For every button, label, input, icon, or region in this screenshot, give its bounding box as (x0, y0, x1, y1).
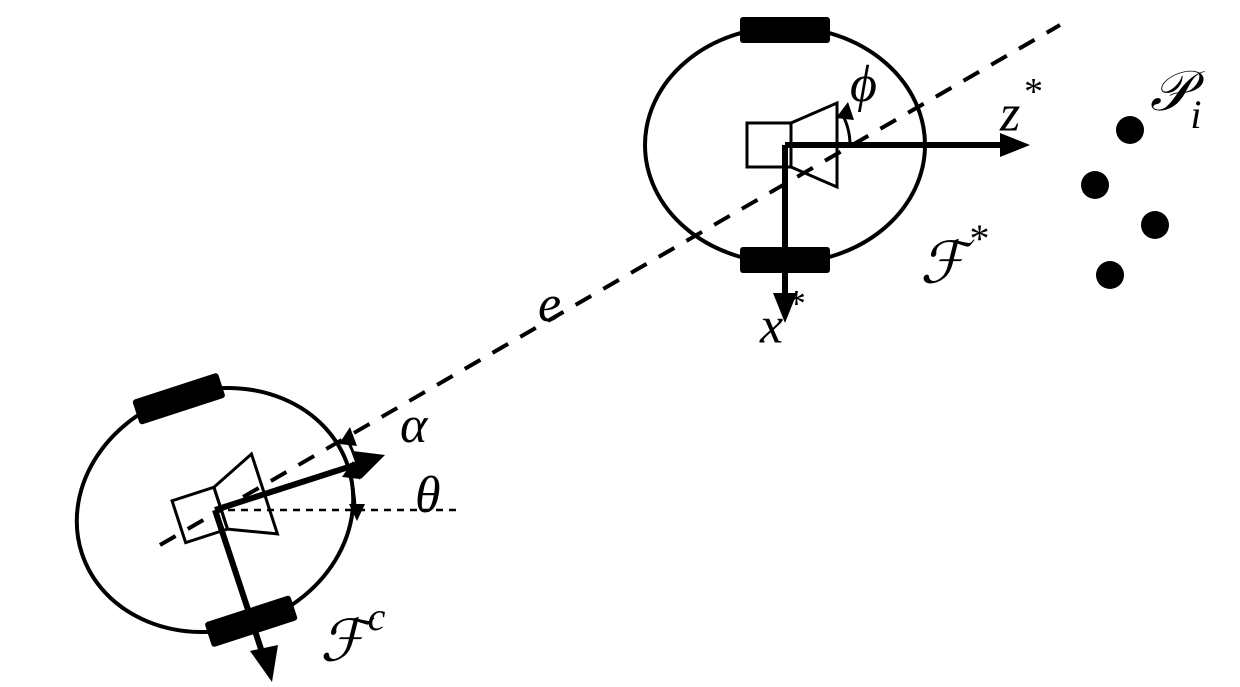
diagram-svg (0, 0, 1240, 687)
label-alpha: α (400, 396, 427, 455)
label-theta: θ (415, 466, 441, 525)
label-e: e (538, 275, 561, 334)
label-phi: ϕ (850, 55, 877, 114)
label-F-c: ℱc (320, 603, 383, 674)
label-x-star: x* (760, 290, 802, 355)
goal-axes (773, 133, 1030, 323)
label-P-i: 𝒫i (1150, 60, 1202, 132)
current-side-arrow (215, 510, 278, 682)
current-forward-arrow (215, 451, 385, 510)
feature-points (1081, 116, 1169, 289)
label-F-star: ℱ* (920, 225, 986, 296)
label-z-star: z* (1000, 78, 1039, 143)
